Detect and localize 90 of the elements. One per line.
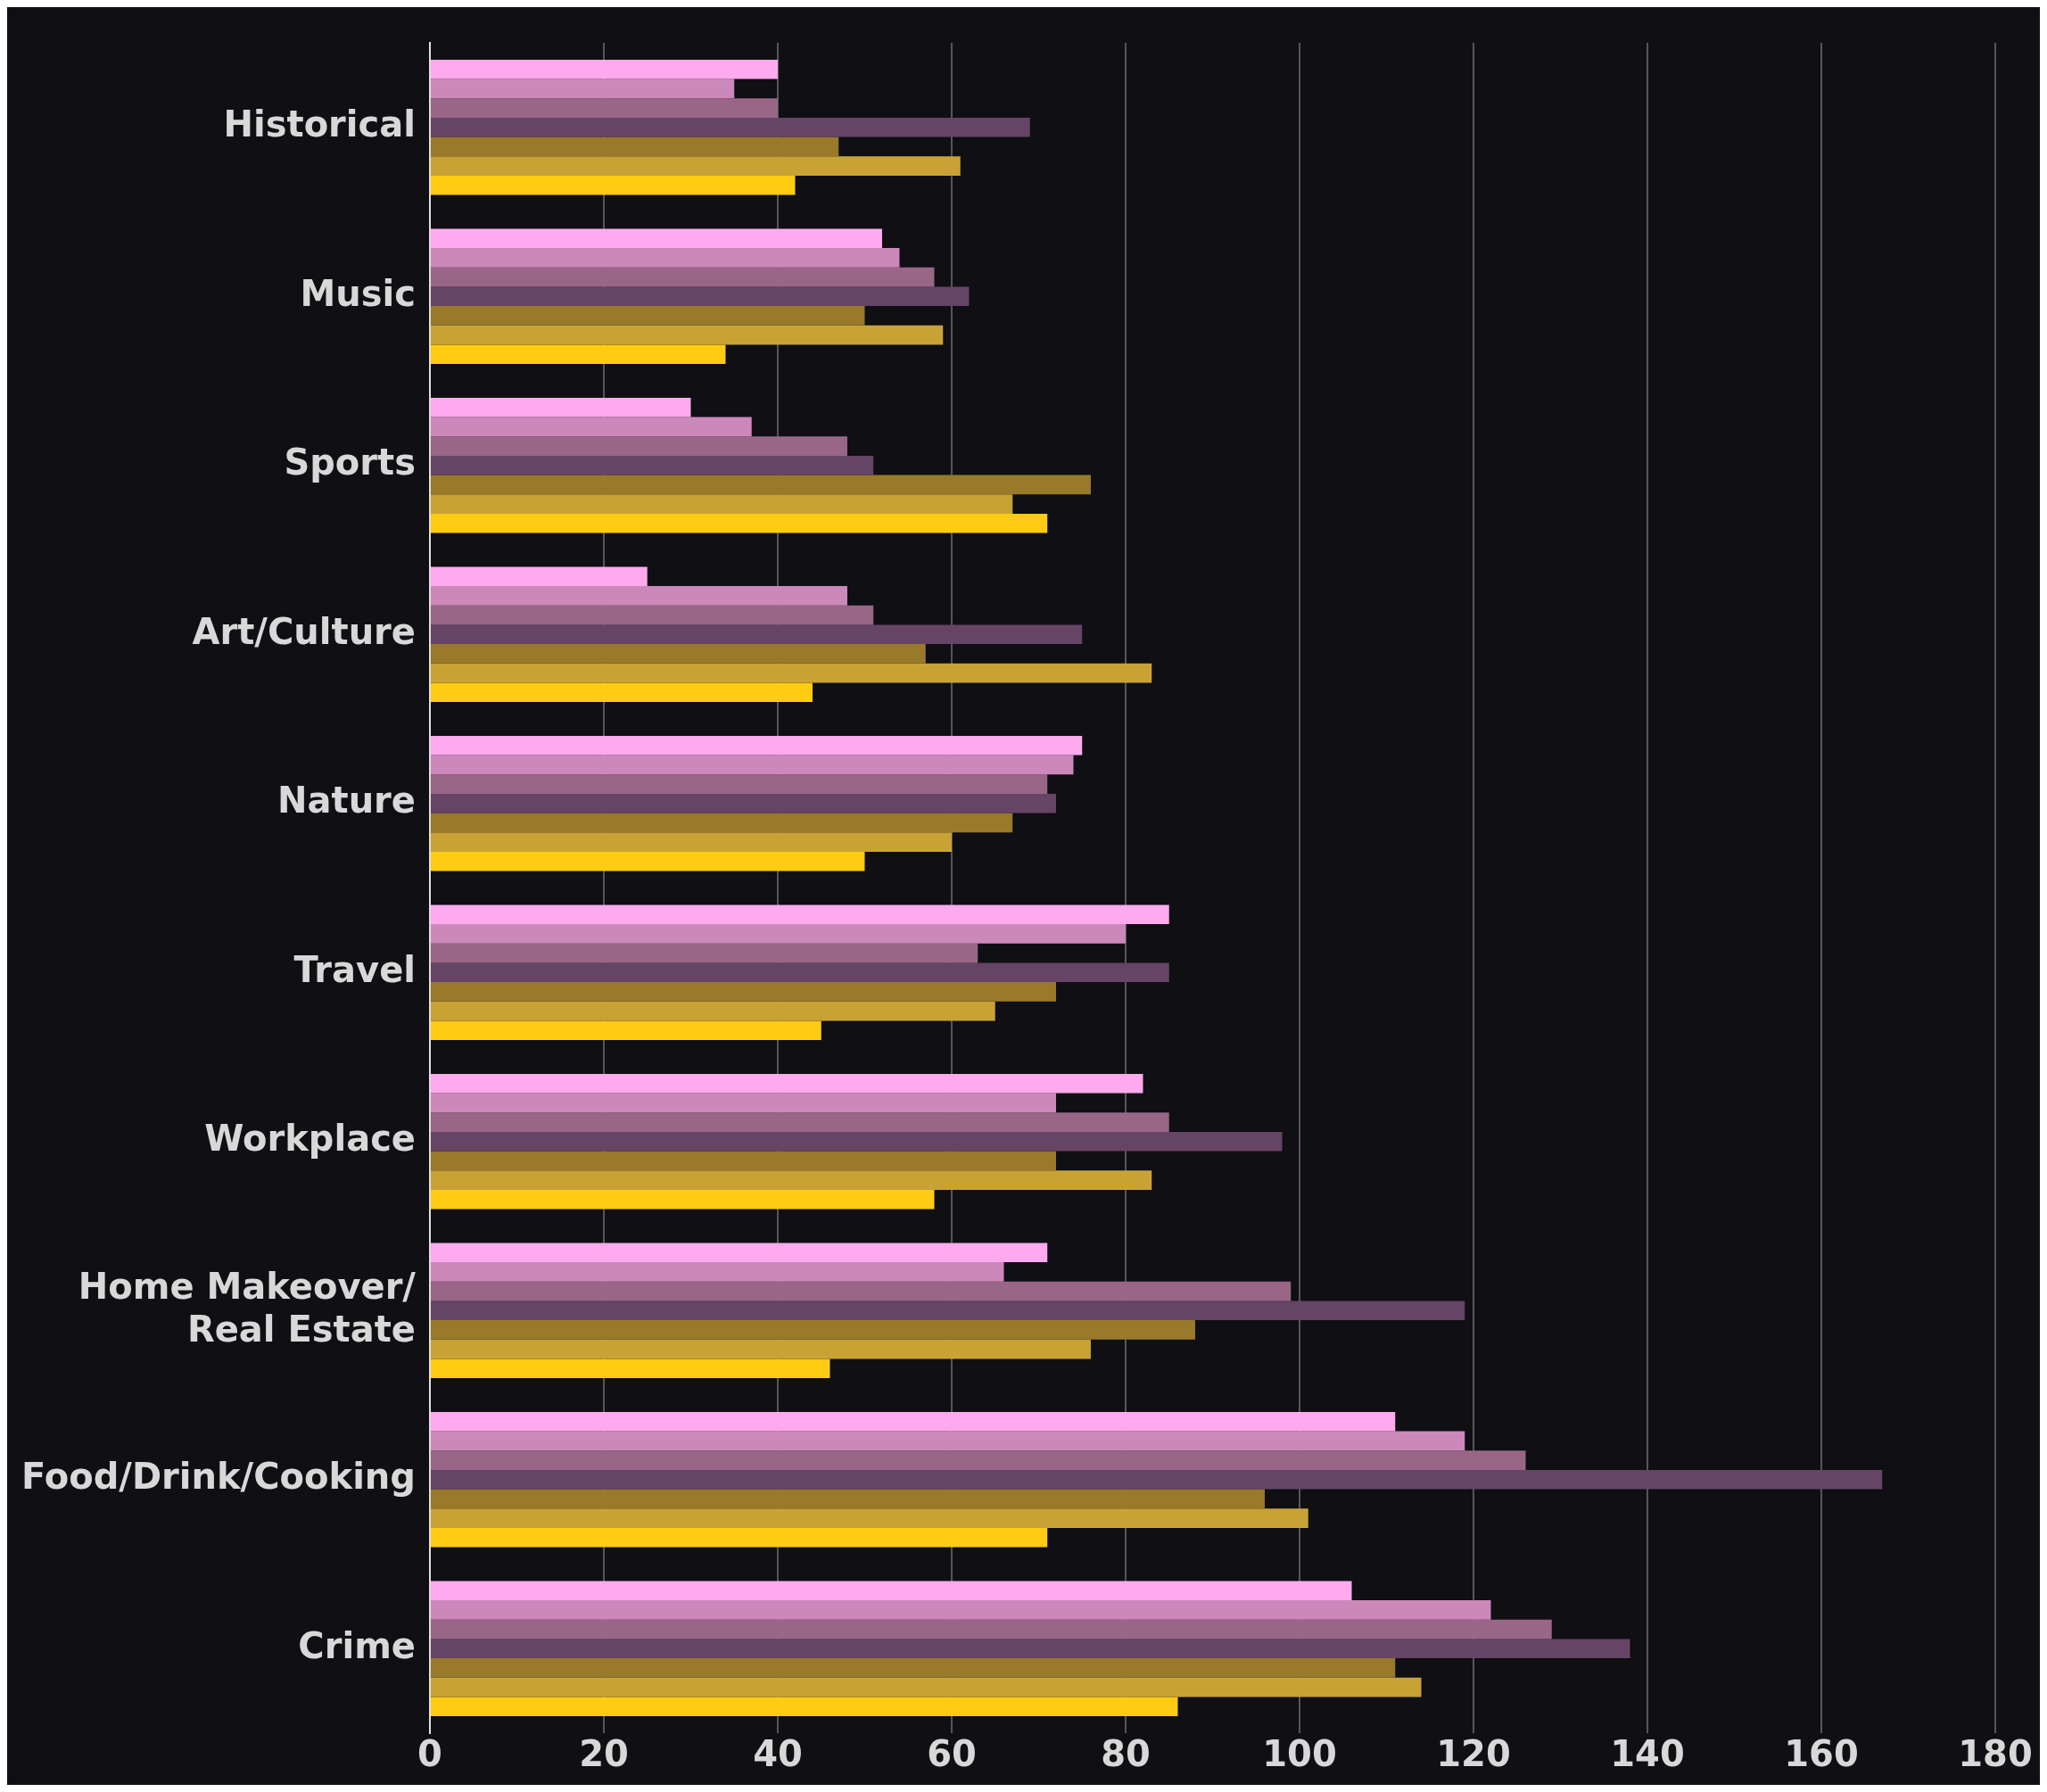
y-tick-label: Nature [277, 780, 416, 822]
bar [430, 1131, 1283, 1152]
y-tick-label: Workplace [204, 1118, 416, 1160]
bar [430, 1658, 1396, 1678]
y-tick-label: Art/Culture [192, 610, 416, 652]
bar [430, 1450, 1526, 1470]
x-tick-label: 180 [1958, 1733, 2033, 1775]
bar [430, 306, 865, 326]
bar [430, 1301, 1465, 1321]
x-tick-label: 160 [1784, 1733, 1859, 1775]
bar [430, 982, 1056, 1002]
bar [430, 1619, 1552, 1639]
bar [430, 624, 1083, 645]
bar [430, 1320, 1195, 1340]
bar [430, 397, 691, 417]
bar [430, 663, 1152, 683]
bar [430, 248, 900, 268]
x-tick-label: 40 [753, 1733, 803, 1775]
x-tick-label: 120 [1436, 1733, 1511, 1775]
bar [430, 962, 1169, 983]
bar [430, 1411, 1396, 1432]
y-tick-label: Music [300, 272, 416, 314]
bar [430, 1600, 1491, 1620]
bar [430, 1639, 1630, 1659]
y-tick-label: Travel [293, 948, 416, 990]
x-tick-label: 80 [1101, 1733, 1151, 1775]
bar [430, 436, 847, 456]
bar [430, 1262, 1004, 1282]
bar [430, 1151, 1056, 1171]
bar [430, 1489, 1265, 1509]
y-tick-label: Food/Drink/Cooking [21, 1456, 416, 1498]
bar [430, 1170, 1152, 1190]
bar [430, 513, 1048, 533]
y-tick-label: Historical [223, 103, 416, 145]
bar [430, 1073, 1143, 1094]
bar [430, 1281, 1292, 1301]
bar [430, 735, 1083, 756]
bar [430, 1112, 1169, 1132]
bar [430, 286, 970, 307]
bar [430, 136, 839, 157]
bar [430, 813, 1013, 833]
bar [430, 1339, 1091, 1359]
bar [430, 682, 813, 703]
bar [430, 851, 865, 871]
bar [430, 755, 1074, 775]
bar [430, 832, 952, 852]
x-tick-label: 0 [417, 1733, 442, 1775]
bar [430, 605, 874, 625]
y-tick-label: Home Makeover/ Real Estate [78, 1265, 417, 1350]
x-tick-label: 100 [1262, 1733, 1337, 1775]
bar [430, 1527, 1048, 1548]
x-tick-label: 140 [1610, 1733, 1685, 1775]
bar [430, 417, 752, 437]
bar [430, 494, 1013, 514]
bar [430, 228, 882, 249]
x-tick-label: 20 [579, 1733, 629, 1775]
bar [430, 175, 796, 195]
bar [430, 325, 944, 345]
bar [430, 1431, 1465, 1451]
bar [430, 455, 874, 475]
bar [430, 1469, 1883, 1490]
x-tick-label: 60 [927, 1733, 977, 1775]
bar [430, 98, 778, 118]
bar [430, 78, 735, 99]
bar [430, 117, 1030, 137]
bar [430, 586, 847, 606]
bar [430, 1581, 1352, 1601]
bar [430, 1243, 1048, 1263]
bar [430, 1093, 1056, 1113]
bar [430, 644, 926, 664]
bar [430, 344, 726, 365]
bar [430, 267, 935, 287]
bar [430, 475, 1091, 495]
bar [430, 1001, 995, 1021]
bar [430, 924, 1126, 944]
bar [430, 943, 978, 963]
bar [430, 793, 1056, 813]
bar [430, 59, 778, 79]
bar [430, 1697, 1178, 1717]
bar [430, 1677, 1422, 1697]
bar [430, 1508, 1308, 1528]
bar [430, 774, 1048, 794]
bar [430, 156, 961, 176]
y-tick-label: Crime [298, 1624, 416, 1666]
bar [430, 1189, 935, 1210]
bar [430, 1020, 821, 1041]
bar [430, 904, 1169, 925]
bar [430, 1358, 830, 1379]
y-tick-label: Sports [284, 442, 416, 483]
bar [430, 566, 648, 587]
